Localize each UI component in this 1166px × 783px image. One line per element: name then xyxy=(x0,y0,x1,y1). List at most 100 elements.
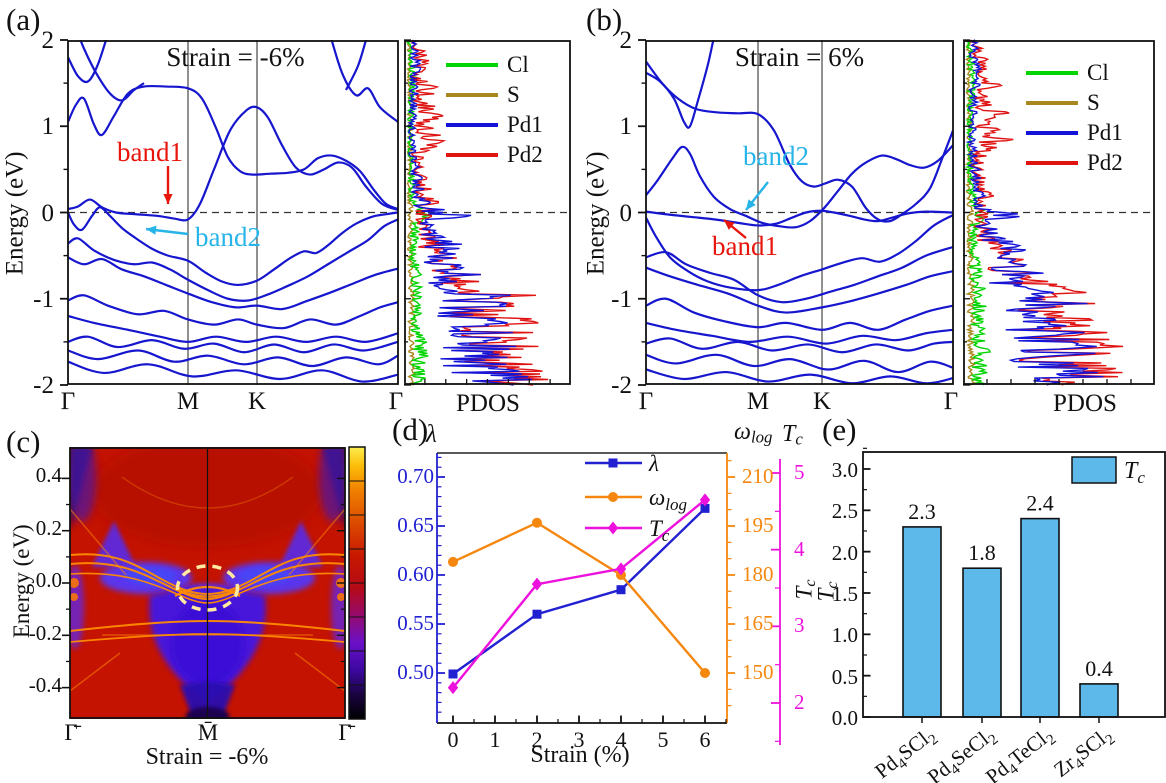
y-tick-label: -0.2 xyxy=(28,620,62,645)
band-curve xyxy=(345,40,368,91)
k-point-label: Γ xyxy=(638,388,654,415)
legend-label: Cl xyxy=(507,51,529,77)
pdos-legend-b: Cl S Pd1 Pd2 xyxy=(1026,58,1123,178)
x-tick-label: 2 xyxy=(531,727,543,752)
y-tick-label: 1.0 xyxy=(831,623,858,648)
panel-a-letter: (a) xyxy=(6,2,41,37)
bar-Pd4SeCl2 xyxy=(962,567,1002,718)
k-point-label: Γ̄ xyxy=(338,720,352,745)
band-curve xyxy=(68,218,398,302)
highlight-ellipse xyxy=(175,564,240,612)
band2-annotation-a: band2 xyxy=(195,222,261,252)
panel-c-letter: (c) xyxy=(6,424,41,459)
legend-item-S: S xyxy=(1026,88,1123,118)
legend-label: S xyxy=(507,81,520,107)
lambda-tick-label: 0.70 xyxy=(397,464,434,488)
legend-item-Cl: Cl xyxy=(446,50,543,80)
x-tick-label: 3 xyxy=(573,727,585,752)
legend-item-Pd2: Pd2 xyxy=(1026,148,1123,178)
band-curve xyxy=(68,335,398,354)
pdos-curve-Pd1 xyxy=(965,39,1104,386)
y-tick-label: -1 xyxy=(611,285,632,313)
svg-text:λ: λ xyxy=(648,451,659,476)
band-curve xyxy=(330,40,398,123)
panel-b-letter: (b) xyxy=(586,2,623,37)
y-tick-label: 2 xyxy=(41,27,55,54)
omega-tick-label: 195 xyxy=(742,513,774,537)
band-curve xyxy=(646,368,953,385)
k-point-label: M xyxy=(746,388,770,415)
y-tick-label: 0.4 xyxy=(35,463,62,487)
lambda-axis-label: λ xyxy=(426,421,437,448)
band-curve xyxy=(68,294,398,330)
band-curve xyxy=(68,206,398,287)
k-point-label: M̄ xyxy=(197,720,219,745)
band-curve xyxy=(646,353,953,374)
pdos-curve-Cl xyxy=(406,39,432,386)
k-point-label: Γ xyxy=(388,388,404,415)
heatmap-colorbar xyxy=(348,446,366,720)
omega-tick-label: 165 xyxy=(742,611,774,635)
panel-a-title: Strain = -6% xyxy=(166,42,305,72)
y-tick-label: 1 xyxy=(41,113,55,141)
band-curve xyxy=(68,360,398,383)
legend-line-swatch xyxy=(446,63,498,67)
y-tick-label: 1.5 xyxy=(831,581,858,606)
tc-tick-label: 2 xyxy=(794,690,805,714)
lambda-tick-label: 0.50 xyxy=(397,660,434,684)
y-tick-label: -0.4 xyxy=(28,673,62,698)
legend-item-Pd1: Pd1 xyxy=(446,110,543,140)
legend-item-Cl: Cl xyxy=(1026,58,1123,88)
tc-tick-label: 4 xyxy=(794,536,805,561)
band-curve xyxy=(68,40,108,84)
bar-value-label: 1.8 xyxy=(968,540,996,565)
k-point-label: Γ xyxy=(943,388,959,415)
pdos-chart-a xyxy=(404,39,571,386)
y-tick-label: -2 xyxy=(33,372,54,399)
y-tick-label: 0 xyxy=(41,199,55,227)
tc-axis-top-label: Tc xyxy=(782,421,803,449)
series-λ xyxy=(452,507,706,675)
panel-d-letter: (d) xyxy=(392,412,429,447)
bar-value-label: 2.4 xyxy=(1026,491,1054,516)
band-curve xyxy=(68,314,398,343)
panel-c-x-axis-label: Strain = -6% xyxy=(145,744,269,770)
k-point-label: Γ xyxy=(60,388,76,415)
band-structure-chart-b xyxy=(638,39,954,386)
panel-b-pdos-label: PDOS xyxy=(1053,390,1117,417)
legend-label: Pd2 xyxy=(1087,149,1123,175)
legend-line-swatch xyxy=(1026,161,1078,165)
legend-item-S: S xyxy=(446,80,543,110)
band-curve xyxy=(68,84,398,211)
y-tick-label: 2.0 xyxy=(831,540,858,565)
band-curve xyxy=(68,105,398,222)
category-label: Zr4​SCl2​ xyxy=(1049,722,1119,783)
pdos-legend-a: Cl S Pd1 Pd2 xyxy=(446,50,543,170)
band-curve xyxy=(646,321,953,345)
band-curve xyxy=(646,60,953,223)
tc-bar-chart: 2.3Pd4​SCl2​1.8Pd4​SeCl2​2.4Pd4​TeCl2​0.… xyxy=(862,447,1166,783)
y-tick-label: 0.2 xyxy=(35,515,62,540)
pdos-curve-Pd2 xyxy=(967,39,1124,386)
lambda-tick-label: 0.60 xyxy=(397,562,434,586)
pdos-curve-Pd2 xyxy=(410,39,549,386)
pdos-chart-b xyxy=(963,39,1155,386)
legend-label: S xyxy=(1087,89,1100,115)
band1-annotation-a: band1 xyxy=(117,137,183,167)
panel-b-title: Strain = 6% xyxy=(734,42,865,72)
legend-label: Pd1 xyxy=(1087,119,1123,145)
y-tick-label: 2 xyxy=(619,27,633,54)
band-curve xyxy=(646,337,953,354)
legend-line-swatch xyxy=(1026,71,1078,75)
tc-tick-label: 3 xyxy=(794,613,805,638)
omega-tick-label: 150 xyxy=(742,660,774,684)
bar-value-label: 0.4 xyxy=(1085,656,1113,681)
bar-Pd4TeCl2 xyxy=(1020,517,1060,718)
band-curve xyxy=(68,349,398,368)
svg-text:ωlog: ωlog xyxy=(649,485,687,514)
legend-line-swatch xyxy=(1026,131,1078,135)
y-tick-label: 1 xyxy=(619,113,633,141)
legend-label: Cl xyxy=(1087,59,1109,85)
tc-tick-label: 5 xyxy=(794,460,805,484)
band-curves xyxy=(68,40,398,383)
